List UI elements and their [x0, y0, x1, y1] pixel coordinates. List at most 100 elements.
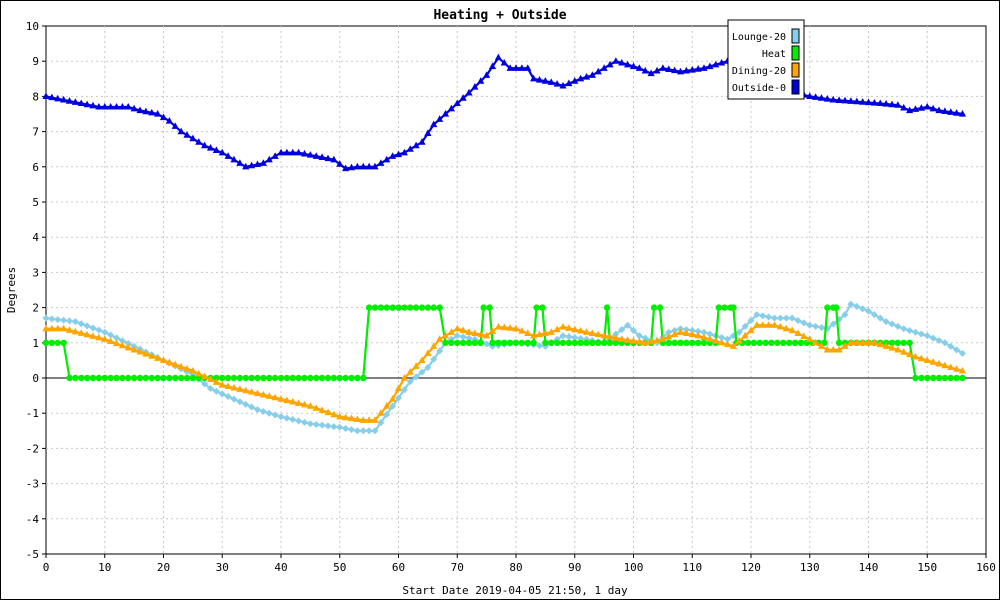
point-dining-20 [359, 416, 367, 423]
point-lounge-20 [959, 349, 966, 357]
point-outside-0 [306, 151, 314, 158]
point-dining-20 [723, 340, 732, 348]
point-lounge-20 [259, 407, 267, 415]
point-outside-0 [953, 109, 961, 116]
point-outside-0 [259, 159, 267, 166]
point-outside-0 [823, 95, 831, 102]
point-heat [242, 374, 249, 382]
y-tick-label: -2 [26, 442, 39, 455]
point-lounge-20 [371, 427, 379, 435]
point-heat [260, 374, 267, 382]
point-dining-20 [412, 362, 420, 369]
point-outside-0 [659, 64, 667, 71]
point-dining-20 [506, 324, 514, 331]
point-outside-0 [941, 107, 949, 114]
point-outside-0 [101, 102, 109, 110]
point-lounge-20 [900, 325, 908, 333]
point-outside-0 [888, 100, 896, 108]
point-heat [665, 339, 672, 346]
point-outside-0 [647, 69, 655, 77]
point-heat [371, 304, 379, 311]
legend-swatch-outside-0 [791, 79, 800, 95]
point-heat [154, 374, 161, 382]
point-heat [283, 374, 291, 382]
point-dining-20 [817, 342, 826, 349]
point-lounge-20 [242, 400, 250, 408]
point-heat [442, 339, 449, 346]
point-heat [603, 304, 611, 311]
point-outside-0 [894, 101, 902, 108]
point-lounge-20 [724, 335, 731, 343]
point-lounge-20 [254, 406, 261, 414]
point-dining-20 [847, 338, 855, 346]
point-outside-0 [418, 138, 426, 145]
point-outside-0 [547, 78, 555, 85]
point-dining-20 [770, 321, 779, 328]
point-outside-0 [494, 53, 502, 61]
point-lounge-20 [765, 313, 773, 321]
point-outside-0 [812, 93, 820, 100]
point-heat [119, 374, 126, 382]
point-heat [354, 374, 361, 382]
point-outside-0 [864, 98, 873, 106]
point-dining-20 [224, 382, 232, 390]
point-heat [774, 339, 781, 346]
series-dining-20 [42, 321, 967, 423]
point-outside-0 [318, 153, 326, 161]
point-heat [730, 304, 737, 311]
point-heat [78, 374, 85, 382]
point-dining-20 [253, 389, 262, 397]
point-lounge-20 [571, 334, 579, 342]
point-heat [506, 339, 514, 346]
point-outside-0 [559, 81, 567, 89]
point-lounge-20 [853, 302, 861, 310]
point-outside-0 [48, 93, 56, 101]
point-heat [480, 304, 487, 311]
point-dining-20 [336, 412, 344, 420]
point-dining-20 [530, 331, 538, 339]
point-heat [271, 374, 279, 382]
point-dining-20 [512, 324, 520, 332]
point-outside-0 [500, 58, 508, 66]
point-lounge-20 [794, 317, 802, 325]
point-heat [166, 374, 173, 382]
point-dining-20 [935, 359, 943, 367]
point-dining-20 [89, 332, 97, 339]
point-dining-20 [888, 344, 896, 351]
point-lounge-20 [406, 378, 414, 386]
point-lounge-20 [336, 423, 344, 431]
point-dining-20 [441, 331, 450, 339]
point-outside-0 [947, 108, 955, 115]
point-outside-0 [506, 64, 514, 71]
point-lounge-20 [747, 317, 755, 325]
point-outside-0 [641, 66, 649, 74]
point-outside-0 [958, 110, 967, 117]
point-outside-0 [606, 60, 614, 68]
point-lounge-20 [412, 373, 420, 381]
point-outside-0 [665, 65, 673, 73]
point-outside-0 [471, 83, 479, 90]
point-outside-0 [212, 146, 220, 153]
point-heat [459, 339, 467, 346]
point-dining-20 [277, 395, 285, 402]
point-outside-0 [324, 154, 332, 162]
y-tick-label: 6 [32, 161, 39, 174]
point-heat [95, 374, 103, 382]
axes: 0 10 20 30 40 50 60 70 80 90 100 110 120 130 140 150 160… [26, 20, 996, 574]
point-outside-0 [453, 99, 461, 107]
point-outside-0 [283, 148, 291, 156]
point-dining-20 [906, 350, 914, 358]
point-lounge-20 [953, 346, 961, 354]
point-heat [172, 374, 179, 382]
point-lounge-20 [776, 314, 784, 322]
point-lounge-20 [365, 427, 373, 435]
point-outside-0 [465, 88, 473, 96]
point-lounge-20 [324, 422, 332, 430]
point-outside-0 [107, 102, 115, 110]
point-heat [589, 339, 596, 346]
point-heat [213, 374, 220, 382]
point-dining-20 [882, 342, 890, 349]
point-lounge-20 [812, 322, 820, 330]
point-lounge-20 [353, 427, 361, 435]
